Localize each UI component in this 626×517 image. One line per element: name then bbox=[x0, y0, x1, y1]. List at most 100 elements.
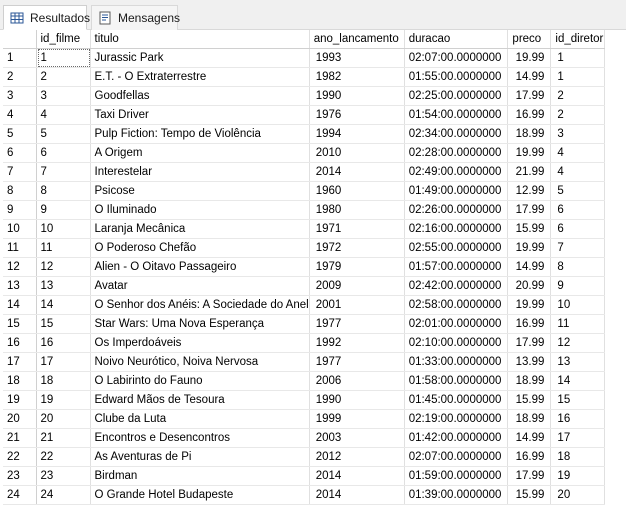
cell-preco[interactable]: 15.99 bbox=[507, 485, 552, 505]
cell-duracao[interactable]: 01:49:00.0000000 bbox=[404, 181, 509, 201]
row-number[interactable]: 6 bbox=[3, 143, 37, 163]
cell-preco[interactable]: 15.99 bbox=[507, 219, 552, 239]
cell-id-diretor[interactable]: 14 bbox=[550, 371, 606, 391]
cell-duracao[interactable]: 01:42:00.0000000 bbox=[404, 428, 509, 448]
table-row[interactable]: 14 14 O Senhor dos Anéis: A Sociedade do A… bbox=[3, 295, 606, 315]
cell-preco[interactable]: 19.99 bbox=[507, 295, 552, 315]
cell-duracao[interactable]: 01:57:00.0000000 bbox=[404, 257, 509, 277]
cell-ano-lancamento[interactable]: 2010 bbox=[309, 143, 405, 163]
row-number[interactable]: 18 bbox=[3, 371, 37, 391]
cell-id-diretor[interactable]: 7 bbox=[550, 238, 606, 258]
row-number[interactable]: 3 bbox=[3, 86, 37, 106]
cell-titulo[interactable]: O Senhor dos Anéis: A Sociedade do Anel bbox=[90, 295, 310, 315]
table-row[interactable]: 19 19 Edward Mãos de Tesoura 1990 01:45:00.0… bbox=[3, 390, 606, 410]
cell-ano-lancamento[interactable]: 1972 bbox=[309, 238, 405, 258]
cell-id-filme[interactable]: 9 bbox=[36, 200, 91, 220]
cell-titulo[interactable]: Edward Mãos de Tesoura bbox=[90, 390, 310, 410]
row-number[interactable]: 8 bbox=[3, 181, 37, 201]
row-number[interactable]: 15 bbox=[3, 314, 37, 334]
cell-duracao[interactable]: 02:28:00.0000000 bbox=[404, 143, 509, 163]
cell-id-filme[interactable]: 20 bbox=[36, 409, 91, 429]
cell-preco[interactable]: 13.99 bbox=[507, 352, 552, 372]
table-row[interactable]: 8 8 Psicose 1960 01:49:00.0000000 12.99 5 bbox=[3, 181, 606, 201]
table-row[interactable]: 4 4 Taxi Driver 1976 01:54:00.0000000 16.99 2 bbox=[3, 105, 606, 125]
cell-titulo[interactable]: Clube da Luta bbox=[90, 409, 310, 429]
cell-id-filme[interactable]: 17 bbox=[36, 352, 91, 372]
cell-id-filme[interactable]: 1 bbox=[36, 48, 91, 68]
cell-titulo[interactable]: Jurassic Park bbox=[90, 48, 310, 68]
column-header-titulo[interactable]: titulo bbox=[90, 30, 310, 49]
cell-id-diretor[interactable]: 2 bbox=[550, 105, 606, 125]
cell-titulo[interactable]: Star Wars: Uma Nova Esperança bbox=[90, 314, 310, 334]
cell-id-diretor[interactable]: 9 bbox=[550, 276, 606, 296]
column-header-ano-lancamento[interactable]: ano_lancamento bbox=[309, 30, 405, 49]
cell-duracao[interactable]: 01:59:00.0000000 bbox=[404, 466, 509, 486]
cell-duracao[interactable]: 02:10:00.0000000 bbox=[404, 333, 509, 353]
cell-duracao[interactable]: 02:25:00.0000000 bbox=[404, 86, 509, 106]
cell-id-filme[interactable]: 8 bbox=[36, 181, 91, 201]
cell-titulo[interactable]: As Aventuras de Pi bbox=[90, 447, 310, 467]
cell-id-diretor[interactable]: 18 bbox=[550, 447, 606, 467]
cell-duracao[interactable]: 02:58:00.0000000 bbox=[404, 295, 509, 315]
cell-id-diretor[interactable]: 12 bbox=[550, 333, 606, 353]
cell-id-diretor[interactable]: 15 bbox=[550, 390, 606, 410]
cell-id-filme[interactable]: 21 bbox=[36, 428, 91, 448]
row-number[interactable]: 14 bbox=[3, 295, 37, 315]
cell-id-diretor[interactable]: 13 bbox=[550, 352, 606, 372]
cell-duracao[interactable]: 01:45:00.0000000 bbox=[404, 390, 509, 410]
row-number[interactable]: 19 bbox=[3, 390, 37, 410]
cell-titulo[interactable]: O Iluminado bbox=[90, 200, 310, 220]
cell-duracao[interactable]: 02:34:00.0000000 bbox=[404, 124, 509, 144]
cell-titulo[interactable]: O Poderoso Chefão bbox=[90, 238, 310, 258]
cell-id-diretor[interactable]: 1 bbox=[550, 67, 606, 87]
cell-duracao[interactable]: 02:19:00.0000000 bbox=[404, 409, 509, 429]
cell-preco[interactable]: 14.99 bbox=[507, 428, 552, 448]
cell-duracao[interactable]: 02:55:00.0000000 bbox=[404, 238, 509, 258]
row-number[interactable]: 7 bbox=[3, 162, 37, 182]
cell-titulo[interactable]: A Origem bbox=[90, 143, 310, 163]
cell-titulo[interactable]: Avatar bbox=[90, 276, 310, 296]
cell-id-diretor[interactable]: 17 bbox=[550, 428, 606, 448]
table-row[interactable]: 11 11 O Poderoso Chefão 1972 02:55:00.000000… bbox=[3, 238, 606, 258]
cell-ano-lancamento[interactable]: 2014 bbox=[309, 162, 405, 182]
row-number[interactable]: 10 bbox=[3, 219, 37, 239]
cell-ano-lancamento[interactable]: 2014 bbox=[309, 466, 405, 486]
cell-id-filme[interactable]: 4 bbox=[36, 105, 91, 125]
cell-ano-lancamento[interactable]: 1982 bbox=[309, 67, 405, 87]
cell-id-filme[interactable]: 22 bbox=[36, 447, 91, 467]
cell-preco[interactable]: 17.99 bbox=[507, 333, 552, 353]
cell-ano-lancamento[interactable]: 1990 bbox=[309, 390, 405, 410]
cell-id-diretor[interactable]: 8 bbox=[550, 257, 606, 277]
cell-titulo[interactable]: E.T. - O Extraterrestre bbox=[90, 67, 310, 87]
cell-titulo[interactable]: Alien - O Oitavo Passageiro bbox=[90, 257, 310, 277]
cell-duracao[interactable]: 02:07:00.0000000 bbox=[404, 447, 509, 467]
cell-preco[interactable]: 19.99 bbox=[507, 143, 552, 163]
cell-preco[interactable]: 15.99 bbox=[507, 390, 552, 410]
cell-id-diretor[interactable]: 16 bbox=[550, 409, 606, 429]
table-row[interactable]: 12 12 Alien - O Oitavo Passageiro 1979 01:57… bbox=[3, 257, 606, 277]
cell-titulo[interactable]: Interestelar bbox=[90, 162, 310, 182]
row-number[interactable]: 24 bbox=[3, 485, 37, 505]
tab-resultados[interactable]: Resultados bbox=[3, 5, 90, 30]
table-row[interactable]: 24 24 O Grande Hotel Budapeste 2014 01:39:00… bbox=[3, 485, 606, 505]
cell-titulo[interactable]: Psicose bbox=[90, 181, 310, 201]
table-row[interactable]: 7 7 Interestelar 2014 02:49:00.0000000 21.99 4 bbox=[3, 162, 606, 182]
cell-ano-lancamento[interactable]: 1990 bbox=[309, 86, 405, 106]
cell-preco[interactable]: 16.99 bbox=[507, 314, 552, 334]
cell-id-filme[interactable]: 5 bbox=[36, 124, 91, 144]
cell-duracao[interactable]: 01:54:00.0000000 bbox=[404, 105, 509, 125]
cell-id-filme[interactable]: 11 bbox=[36, 238, 91, 258]
table-row[interactable]: 3 3 Goodfellas 1990 02:25:00.0000000 17.99 2 bbox=[3, 86, 606, 106]
cell-ano-lancamento[interactable]: 1971 bbox=[309, 219, 405, 239]
row-number[interactable]: 17 bbox=[3, 352, 37, 372]
cell-preco[interactable]: 17.99 bbox=[507, 200, 552, 220]
table-row[interactable]: 10 10 Laranja Mecânica 1971 02:16:00.0000000… bbox=[3, 219, 606, 239]
results-grid[interactable]: id_filme titulo ano_lancamento duracao p… bbox=[3, 30, 626, 517]
cell-ano-lancamento[interactable]: 2003 bbox=[309, 428, 405, 448]
row-number[interactable]: 11 bbox=[3, 238, 37, 258]
column-header-preco[interactable]: preco bbox=[507, 30, 552, 49]
cell-preco[interactable]: 18.99 bbox=[507, 124, 552, 144]
table-row[interactable]: 20 20 Clube da Luta 1999 02:19:00.0000000 18.… bbox=[3, 409, 606, 429]
cell-ano-lancamento[interactable]: 1992 bbox=[309, 333, 405, 353]
